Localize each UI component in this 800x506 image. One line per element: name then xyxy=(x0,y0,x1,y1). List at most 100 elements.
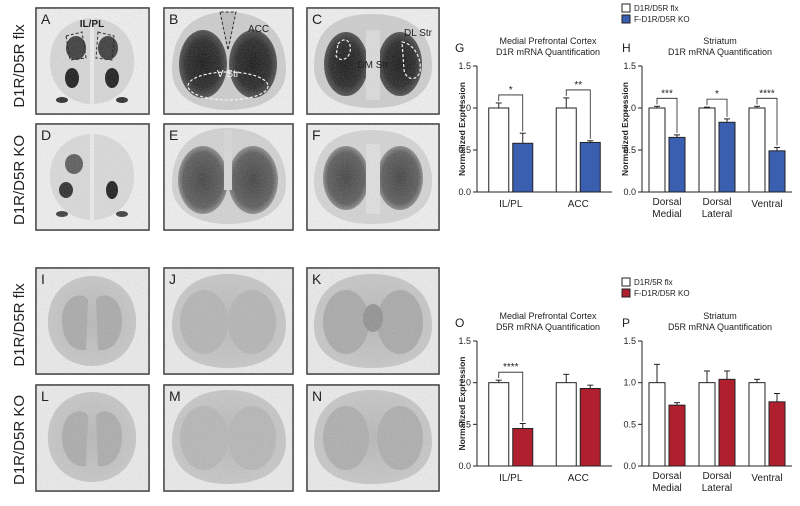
legend-label-ko: F-D1R/D5R KO xyxy=(634,289,690,298)
row-label-top-flx: D1R/D5R flx xyxy=(11,24,28,108)
panel-letter-n: N xyxy=(312,388,322,404)
legend-label-control: D1R/D5R flx xyxy=(634,4,678,13)
bar-control xyxy=(488,107,510,193)
y-tick-label: 1.0 xyxy=(458,378,471,388)
brain-panel-n: N xyxy=(306,384,440,492)
brain-panel-e: E xyxy=(163,123,294,231)
legend-swatch-ko xyxy=(621,14,631,24)
y-axis-label: Normalized Expression xyxy=(457,356,467,450)
panel-letter-i: I xyxy=(41,271,45,287)
bar-knockout xyxy=(718,121,736,193)
bar-control xyxy=(648,107,666,193)
significance-bracket xyxy=(565,89,591,139)
x-tick-label: Ventral xyxy=(751,199,782,210)
bar-knockout xyxy=(768,401,786,467)
y-axis-label: Normalized Expression xyxy=(457,82,467,176)
x-tick-label: Dorsal Medial xyxy=(652,197,681,220)
brain-panel-c: C DM Str DL Str xyxy=(306,7,440,115)
significance-marker: *** xyxy=(661,88,673,99)
bar-knockout xyxy=(512,428,534,467)
bar-control xyxy=(748,382,766,467)
significance-bracket xyxy=(498,371,524,422)
y-tick-label: 0.0 xyxy=(623,187,636,197)
x-tick-label: Dorsal Lateral xyxy=(702,471,733,494)
legend-swatch-control xyxy=(621,277,631,287)
chart-subtitle: D1R mRNA Quantification xyxy=(668,47,772,57)
bar-knockout xyxy=(668,136,686,193)
bar-control xyxy=(698,382,716,467)
y-tick-label: 1.0 xyxy=(458,103,471,113)
bar-control xyxy=(555,382,577,467)
y-tick-label: 1.5 xyxy=(458,61,471,71)
panel-letter-a: A xyxy=(41,11,51,27)
brain-panel-b: B ACC V Str xyxy=(163,7,294,115)
y-tick-label: 0.5 xyxy=(458,145,471,155)
row-label-bottom-flx: D1R/D5R flx xyxy=(11,283,28,367)
bar-control xyxy=(748,107,766,193)
legend-swatch-ko xyxy=(621,288,631,298)
legend-label-control: D1R/5R flx xyxy=(634,278,673,287)
legend-label-ko: F-D1R/D5R KO xyxy=(634,15,690,24)
x-tick-label: ACC xyxy=(568,199,589,210)
bar-knockout xyxy=(768,150,786,193)
chart-title: Medial Prefrontal Cortex xyxy=(499,36,597,46)
significance-bracket xyxy=(756,97,778,146)
panel-letter-b: B xyxy=(169,11,178,27)
bar-knockout xyxy=(718,378,736,467)
region-label-il-pl: IL/PL xyxy=(80,19,104,30)
significance-marker: **** xyxy=(759,88,775,99)
panel-letter: O xyxy=(455,316,464,330)
bar-knockout xyxy=(668,404,686,467)
x-tick-label: IL/PL xyxy=(499,199,523,210)
legend-swatch-control xyxy=(621,3,631,13)
chart-title: Striatum xyxy=(703,311,737,321)
panel-letter: G xyxy=(455,41,464,55)
row-label-top-ko: D1R/D5R KO xyxy=(11,135,28,225)
panel-letter-k: K xyxy=(312,271,322,287)
significance-marker: ** xyxy=(574,80,582,91)
panel-letter-c: C xyxy=(312,11,322,27)
region-label-v-str: V Str xyxy=(217,69,240,80)
chart-title: Medial Prefrontal Cortex xyxy=(499,311,597,321)
significance-marker: * xyxy=(715,89,719,100)
panel-letter-j: J xyxy=(169,271,176,287)
y-tick-label: 1.0 xyxy=(623,378,636,388)
chart-subtitle: D5R mRNA Quantification xyxy=(668,322,772,332)
bar-knockout xyxy=(512,142,534,193)
x-tick-label: Ventral xyxy=(751,473,782,484)
y-tick-label: 1.5 xyxy=(623,336,636,346)
panel-letter-d: D xyxy=(41,127,51,143)
legend-top: D1R/D5R flx F-D1R/D5R KO xyxy=(621,3,690,24)
region-label-dl-str: DL Str xyxy=(404,28,433,39)
bar-control xyxy=(648,382,666,467)
brain-panel-a: A IL/PL xyxy=(35,7,150,115)
bar-knockout xyxy=(579,388,601,467)
x-tick-label: Dorsal Medial xyxy=(652,471,681,494)
panel-letter-m: M xyxy=(169,388,181,404)
region-label-acc: ACC xyxy=(248,24,269,35)
y-tick-label: 0.5 xyxy=(623,145,636,155)
y-tick-label: 0.0 xyxy=(458,461,471,471)
y-tick-label: 1.5 xyxy=(458,336,471,346)
brain-panel-m: M xyxy=(163,384,294,492)
brain-panel-j: J xyxy=(163,267,294,375)
y-tick-label: 1.5 xyxy=(623,61,636,71)
chart-title: Striatum xyxy=(703,36,737,46)
y-tick-label: 0.5 xyxy=(623,419,636,429)
y-tick-label: 0.0 xyxy=(458,187,471,197)
x-tick-label: ACC xyxy=(568,473,589,484)
x-tick-label: Dorsal Lateral xyxy=(702,197,733,220)
chart-subtitle: D5R mRNA Quantification xyxy=(496,322,600,332)
brain-panel-d: D xyxy=(35,123,150,231)
panel-letter-e: E xyxy=(169,127,178,143)
panel-letter: P xyxy=(622,316,630,330)
x-tick-label: IL/PL xyxy=(499,473,523,484)
bar-knockout xyxy=(579,141,601,193)
panel-letter: H xyxy=(622,41,631,55)
y-tick-label: 0.5 xyxy=(458,419,471,429)
brain-panel-i: I xyxy=(35,267,150,375)
